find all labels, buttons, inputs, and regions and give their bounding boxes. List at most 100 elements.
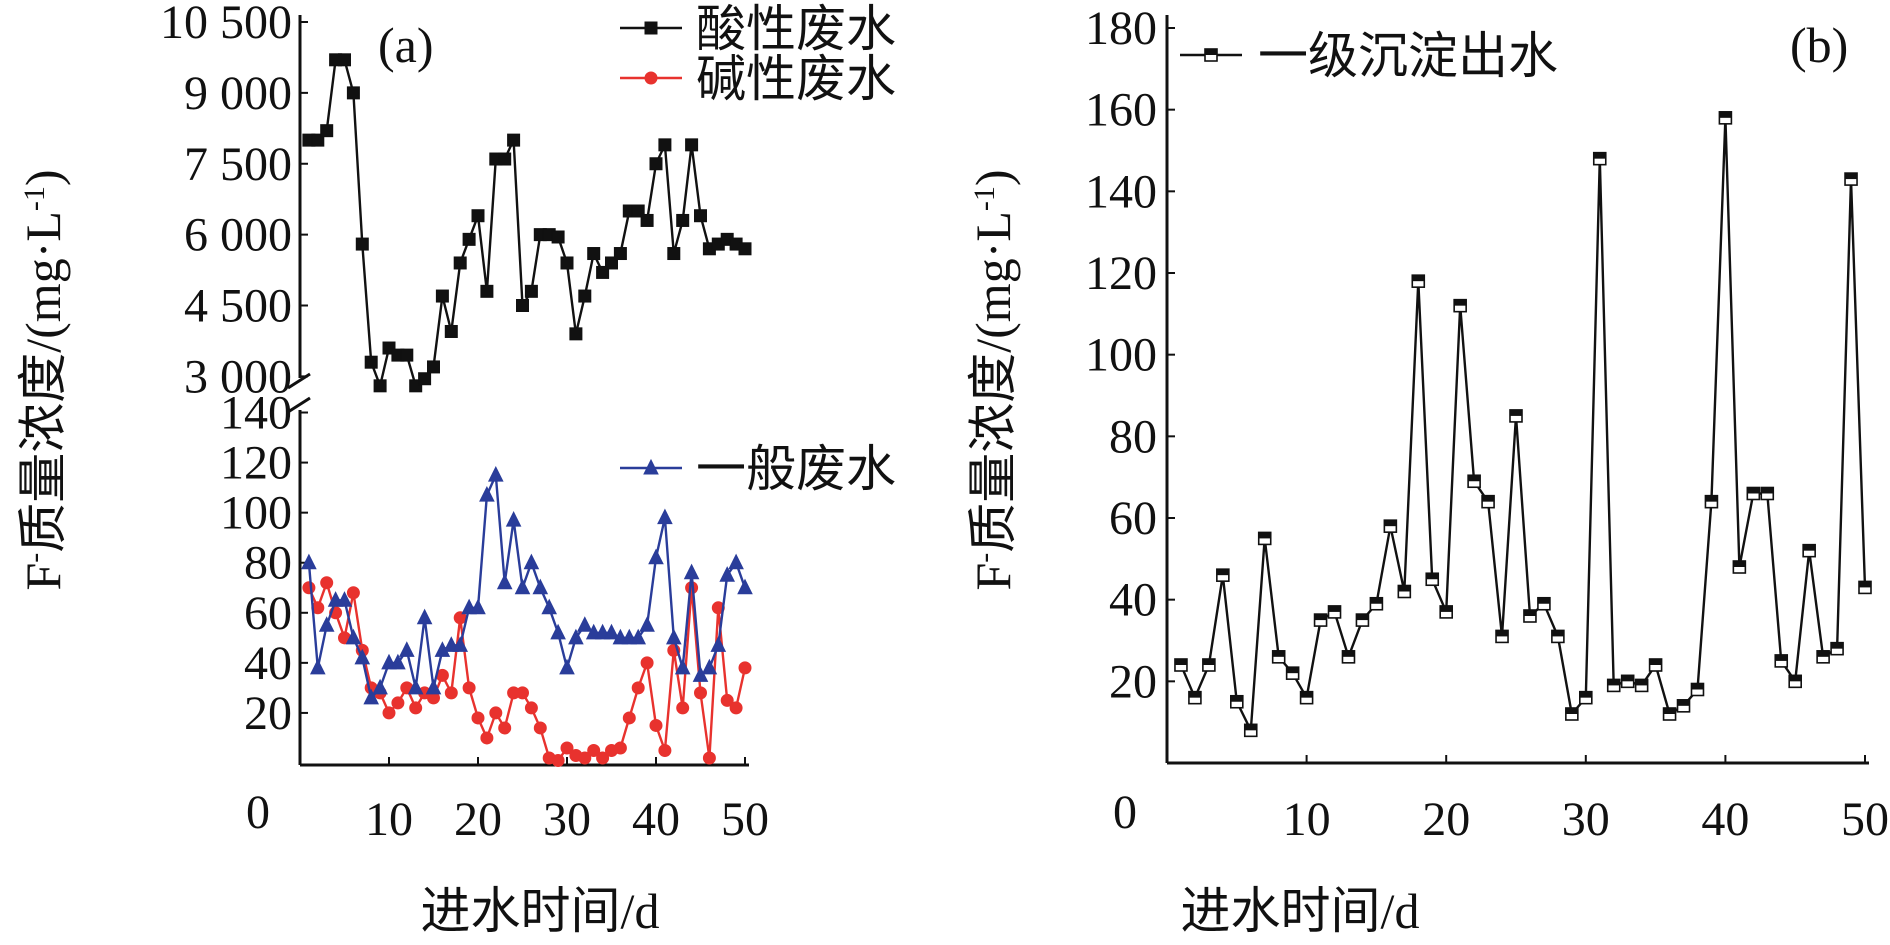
y-tick-label: 60 xyxy=(244,587,292,640)
marker-fill xyxy=(1216,569,1229,576)
panel-a-data-point xyxy=(737,578,753,595)
panel-b-data-point xyxy=(1662,707,1677,721)
panel-a-data-point xyxy=(505,511,522,527)
panel-b-data-point xyxy=(1467,474,1481,489)
panel-a-data-point xyxy=(489,706,503,720)
marker-fill xyxy=(1356,614,1369,621)
legend-entry: 碱性废水 xyxy=(620,51,896,107)
panel-b-tick-labels: 180 160 140 120 100 80 60 40 20 10 20 30 40 50 0 xyxy=(1085,2,1889,846)
marker-fill xyxy=(1328,605,1341,612)
panel-a-y-axis-title: F-质量浓度/(mg·L-1) xyxy=(15,169,71,590)
panel-b-data-point xyxy=(1648,658,1663,672)
y-tick-label: 20 xyxy=(244,687,292,740)
panel-a-data-point xyxy=(427,360,440,374)
marker-fill xyxy=(1621,675,1634,682)
panel-b-series-half-square xyxy=(1174,111,1872,738)
x-tick-label: 20 xyxy=(1422,793,1470,846)
marker-fill xyxy=(1635,679,1648,686)
panel-b-data-point xyxy=(1830,641,1844,656)
marker-fill xyxy=(1537,597,1550,604)
marker-fill xyxy=(1761,487,1774,494)
panel-a-data-point xyxy=(514,578,531,595)
y-tick-label: 120 xyxy=(220,437,292,490)
panel-a-data-point xyxy=(372,678,388,695)
marker-fill xyxy=(1551,630,1564,637)
panel-b-data-point xyxy=(1313,613,1328,627)
y-tick-label: 9 000 xyxy=(184,67,292,120)
panel-b-data-point xyxy=(1285,666,1300,680)
panel-b-data-point xyxy=(1551,629,1565,644)
panel-b-data-point xyxy=(1746,486,1761,501)
marker-fill xyxy=(1384,520,1397,527)
panel-a-data-point xyxy=(657,508,673,525)
panel-a-axes xyxy=(287,15,749,767)
panel-b-data-point xyxy=(1774,654,1789,668)
panel-a-data-point xyxy=(738,242,752,256)
y-tick-label: 160 xyxy=(1085,84,1157,137)
panel-b-data-point xyxy=(1257,531,1272,546)
legend-entry: 一级沉淀出水 xyxy=(1180,28,1558,84)
panel-b-data-point xyxy=(1620,674,1635,689)
panel-a-data-point xyxy=(587,247,601,261)
y-tick-label: 120 xyxy=(1085,247,1157,300)
panel-a-data-point xyxy=(551,230,565,244)
panel-b-data-point xyxy=(1411,274,1426,288)
y-tick-label: 20 xyxy=(1109,655,1157,708)
y-tick-label: 4 500 xyxy=(184,280,292,333)
panel-a-data-point xyxy=(462,681,476,695)
panel-a-data-point xyxy=(425,678,442,695)
origin-label: 0 xyxy=(1113,786,1137,839)
panel-a-data-point xyxy=(541,598,558,615)
panel-a-data-point xyxy=(692,666,709,682)
panel-a-data-point xyxy=(648,548,664,565)
panel-a-data-point xyxy=(587,743,601,757)
panel-a-data-point xyxy=(524,701,538,715)
panel-a-data-point xyxy=(320,124,334,138)
panel-a-data-point xyxy=(453,256,467,270)
panel-a-data-point xyxy=(532,578,549,595)
panel-b-y-axis-title: F-质量浓度/(mg·L-1) xyxy=(965,169,1021,590)
panel-b-data-point xyxy=(1341,650,1356,664)
panel-a-data-point xyxy=(480,284,494,298)
panel-b-data-point xyxy=(1704,494,1719,509)
panel-a-data-point xyxy=(498,152,512,166)
panel-a-data-point xyxy=(720,693,734,707)
panel-a-data-point xyxy=(658,743,672,757)
marker-fill xyxy=(1300,691,1313,698)
panel-a-data-point xyxy=(578,289,592,303)
panel-b-axes xyxy=(1165,15,1869,765)
panel-b-data-point xyxy=(1271,650,1286,664)
panel-a-data-point xyxy=(346,586,360,600)
panel-b-data-point xyxy=(1202,658,1216,672)
marker-fill xyxy=(1468,475,1481,482)
panel-a-data-point xyxy=(729,701,743,715)
panel-b-data-point xyxy=(1397,584,1412,599)
panel-b-data-point xyxy=(1495,629,1509,644)
marker-fill xyxy=(1286,667,1299,674)
marker-fill xyxy=(1510,409,1522,416)
panel-a-data-point xyxy=(694,686,707,700)
x-tick-label: 30 xyxy=(543,793,591,846)
panel-b-data-point xyxy=(1606,678,1621,693)
legend-label: 一级沉淀出水 xyxy=(1258,28,1558,84)
panel-a-data-point xyxy=(302,581,316,595)
panel-a-data-point xyxy=(649,718,663,732)
panel-b-data-point xyxy=(1732,560,1747,574)
legend-entry: 酸性废水 xyxy=(620,1,896,57)
panel-a-data-point xyxy=(363,688,380,705)
panel-a-data-point xyxy=(409,701,423,715)
panel-b-data-point xyxy=(1565,707,1579,721)
y-tick-label: 40 xyxy=(244,637,292,690)
panel-a-label: (a) xyxy=(378,17,434,73)
y-tick-label: 100 xyxy=(220,487,292,540)
origin-label: 0 xyxy=(246,786,270,839)
legend-label: 碱性废水 xyxy=(696,51,896,107)
panel-a-data-point xyxy=(676,701,690,715)
axis-break-mark xyxy=(287,396,311,414)
marker-fill xyxy=(1426,573,1439,580)
panel-a-data-point xyxy=(559,658,575,675)
panel-a-data-point xyxy=(603,623,620,640)
panel-a-data-point xyxy=(665,628,682,645)
marker-fill xyxy=(1440,605,1453,612)
marker-fill xyxy=(1859,581,1871,588)
